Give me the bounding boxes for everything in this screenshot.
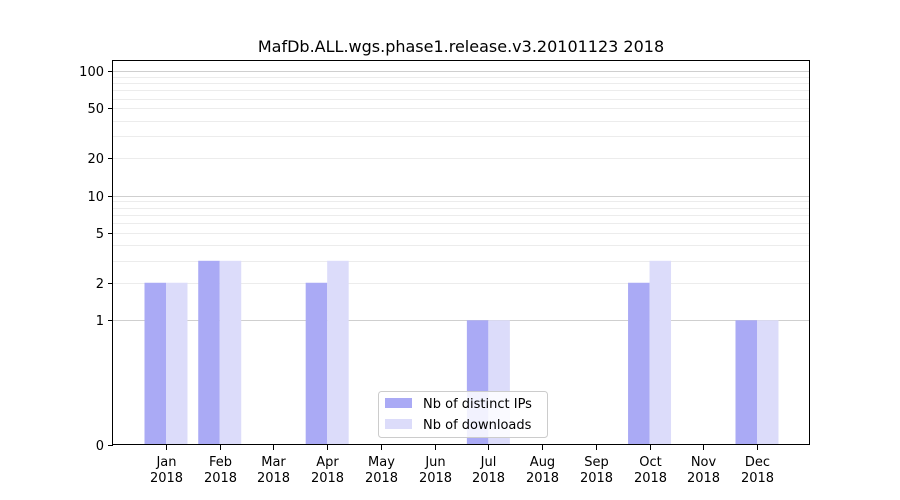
chart-title: MafDb.ALL.wgs.phase1.release.v3.20101123… — [258, 37, 664, 56]
x-tick-label-month: Apr — [316, 455, 339, 470]
x-tick-label-month: Dec — [745, 455, 770, 470]
bar-downloads — [757, 320, 779, 445]
x-tick-label-year: 2018 — [257, 471, 290, 486]
x-tick-label-month: Aug — [530, 455, 555, 470]
x-tick-label-month: May — [368, 455, 395, 470]
bar-downloads — [166, 282, 188, 445]
y-tick-label: 100 — [79, 65, 104, 80]
x-tick-label-month: Oct — [639, 455, 661, 470]
y-tick-label: 20 — [87, 152, 104, 167]
bar-distinct-ips — [144, 282, 166, 445]
y-tick-label: 1 — [96, 314, 104, 329]
y-tick-label: 5 — [96, 227, 104, 242]
legend-swatch-distinct-ips — [385, 398, 412, 408]
x-tick-label-year: 2018 — [526, 471, 559, 486]
bar-distinct-ips — [198, 260, 220, 445]
x-tick-label-year: 2018 — [150, 471, 183, 486]
bars — [144, 260, 779, 445]
x-tick-label-month: Jan — [155, 455, 176, 470]
bar-downloads — [649, 260, 672, 445]
bar-distinct-ips — [628, 282, 650, 445]
x-tick-label-year: 2018 — [419, 471, 452, 486]
bar-distinct-ips — [735, 320, 757, 445]
x-tick-label-month: Jun — [424, 455, 445, 470]
x-tick-label-year: 2018 — [204, 471, 237, 486]
bar-downloads — [327, 260, 349, 445]
x-tick-label-month: Nov — [691, 455, 717, 470]
grid-lines — [113, 71, 810, 321]
x-tick-label-year: 2018 — [687, 471, 720, 486]
x-axis-ticks: Jan2018Feb2018Mar2018Apr2018May2018Jun20… — [150, 445, 774, 486]
y-tick-label: 0 — [96, 439, 104, 454]
x-tick-label-year: 2018 — [472, 471, 505, 486]
y-tick-label: 50 — [87, 102, 104, 117]
y-tick-label: 10 — [87, 190, 104, 205]
bar-downloads — [219, 260, 242, 445]
x-tick-label-year: 2018 — [741, 471, 774, 486]
x-tick-label-month: Mar — [261, 455, 286, 470]
legend-box — [378, 391, 548, 438]
bar-distinct-ips — [305, 282, 328, 445]
legend-label-distinct-ips: Nb of distinct IPs — [423, 397, 532, 412]
x-tick-label-year: 2018 — [311, 471, 344, 486]
legend-label-downloads: Nb of downloads — [423, 418, 532, 433]
x-tick-label-year: 2018 — [365, 471, 398, 486]
legend: Nb of distinct IPs Nb of downloads — [378, 391, 548, 438]
x-tick-label-month: Sep — [584, 455, 609, 470]
x-tick-label-month: Jul — [480, 455, 497, 470]
y-axis-ticks: 0 1 2 5 10 20 50 100 — [79, 65, 113, 454]
y-tick-label: 2 — [96, 277, 104, 292]
legend-swatch-downloads — [385, 419, 412, 429]
x-tick-label-month: Feb — [209, 455, 232, 470]
x-tick-label-year: 2018 — [634, 471, 667, 486]
plot-frame — [112, 60, 810, 445]
x-tick-label-year: 2018 — [580, 471, 613, 486]
